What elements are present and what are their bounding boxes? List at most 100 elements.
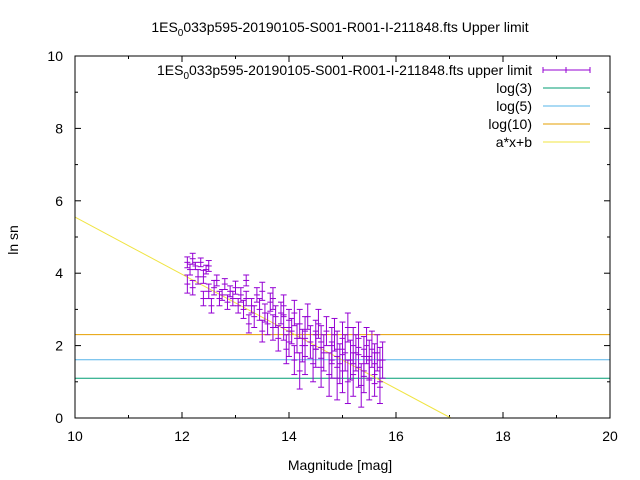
data-point	[355, 321, 362, 356]
data-point	[267, 292, 274, 312]
data-point	[288, 317, 295, 345]
data-point	[203, 264, 210, 275]
y-axis-label: ln sn	[5, 225, 21, 255]
data-point	[211, 279, 218, 296]
data-point	[275, 325, 282, 352]
data-point	[363, 327, 370, 365]
data-point	[296, 352, 303, 390]
data-point	[328, 341, 335, 379]
data-point	[224, 294, 231, 310]
data-point	[184, 256, 191, 269]
data-points	[184, 252, 386, 408]
data-point	[237, 287, 244, 303]
data-point	[336, 343, 343, 385]
data-point	[184, 274, 191, 294]
data-point	[259, 319, 266, 343]
data-point	[272, 305, 279, 328]
data-point	[352, 334, 359, 372]
data-point	[304, 303, 311, 330]
data-point	[205, 260, 212, 272]
data-point	[374, 334, 381, 372]
data-point	[291, 345, 298, 376]
chart-title-suffix: 033p595-20190105-S001-R001-I-211848.fts …	[183, 19, 528, 35]
data-point	[200, 290, 207, 307]
legend-label-log3: log(3)	[496, 80, 532, 96]
data-point	[232, 280, 239, 295]
data-point	[379, 341, 386, 379]
chart-title: 1ES0033p595-20190105-S001-R001-I-211848.…	[151, 19, 528, 39]
data-point	[376, 346, 383, 388]
y-tick-label: 0	[55, 410, 63, 426]
data-point	[243, 290, 250, 307]
x-tick-label: 18	[495, 428, 511, 444]
data-point	[245, 314, 252, 334]
data-point	[323, 316, 330, 347]
legend-samples	[542, 67, 591, 143]
data-point	[221, 278, 228, 290]
tick-labels: 10 12 14 16 18 20 0 2 4 6 8 10	[47, 48, 618, 444]
data-point	[312, 330, 319, 368]
data-point	[229, 290, 236, 307]
data-point	[320, 334, 327, 372]
data-point	[235, 298, 242, 314]
x-tick-label: 14	[281, 428, 297, 444]
data-point	[307, 325, 314, 359]
fit-line-group	[74, 216, 452, 419]
data-point	[315, 308, 322, 339]
legend-label-log5: log(5)	[496, 98, 532, 114]
data-point	[189, 279, 196, 296]
legend-label-fit: a*x+b	[496, 134, 532, 150]
data-point	[331, 317, 338, 352]
data-point	[259, 281, 266, 301]
data-point	[208, 298, 215, 314]
data-point	[240, 299, 247, 319]
data-point	[286, 327, 292, 357]
data-point	[280, 294, 287, 318]
y-tick-label: 2	[55, 338, 63, 354]
data-point	[280, 314, 287, 341]
data-point	[318, 325, 325, 359]
data-point	[192, 261, 199, 271]
legend-label-data: 1ES0033p595-20190105-S001-R001-I-211848.…	[157, 62, 532, 82]
chart-title-subscript: 0	[178, 28, 184, 39]
data-point	[253, 287, 260, 303]
data-point	[371, 343, 378, 385]
data-point	[197, 257, 204, 268]
y-tick-label: 4	[55, 265, 63, 281]
data-point	[342, 334, 349, 372]
data-point	[195, 269, 202, 285]
data-point	[296, 308, 303, 339]
data-point	[310, 345, 317, 383]
data-point	[264, 312, 271, 336]
data-point	[360, 348, 367, 394]
data-point	[216, 290, 223, 307]
data-point	[344, 359, 351, 405]
legend-label-log10: log(10)	[488, 116, 532, 132]
y-tick-label: 6	[55, 193, 63, 209]
legend-data-subscript: 0	[183, 71, 189, 82]
data-point	[283, 334, 290, 365]
data-point	[334, 330, 341, 368]
data-point	[251, 305, 258, 328]
x-tick-label: 20	[602, 428, 618, 444]
x-tick-label: 10	[67, 428, 83, 444]
data-point	[344, 312, 351, 343]
data-point	[291, 299, 298, 327]
data-point	[205, 283, 212, 300]
x-tick-label: 12	[174, 428, 190, 444]
chart-title-prefix: 1ES	[151, 19, 177, 35]
data-point	[366, 339, 373, 381]
x-axis-label: Magnitude [mag]	[288, 457, 392, 473]
plot-frame	[74, 55, 611, 419]
data-point	[200, 269, 207, 284]
data-point	[347, 339, 354, 381]
legend-data-prefix: 1ES	[157, 62, 183, 78]
data-point	[368, 330, 375, 368]
legend-data-suffix: 033p595-20190105-S001-R001-I-211848.fts …	[189, 62, 532, 78]
x-tick-label: 16	[388, 428, 404, 444]
data-point	[243, 274, 250, 287]
data-point	[213, 274, 220, 287]
legend: 1ES0033p595-20190105-S001-R001-I-211848.…	[157, 62, 591, 150]
data-point	[187, 263, 194, 276]
